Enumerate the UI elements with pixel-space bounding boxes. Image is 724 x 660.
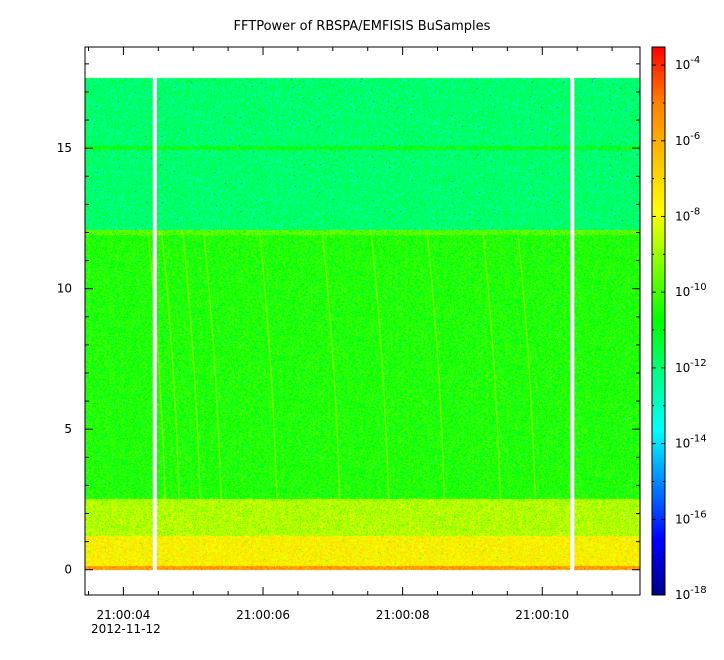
colorbar-tick-label: 10-14	[675, 434, 707, 451]
whistler-streak	[181, 232, 201, 500]
x-tick-label: 21:00:06	[236, 608, 290, 622]
y-tick-label: 10	[57, 282, 72, 296]
colorbar-gradient	[651, 46, 666, 596]
x-axis: 21:00:04 21:00:06 21:00:08 21:00:10	[87, 47, 613, 622]
spectrogram-image	[85, 47, 640, 595]
spectrogram-heatmap	[85, 47, 640, 595]
data-gap	[152, 77, 157, 571]
colorbar-tick-label: 10-6	[675, 131, 700, 148]
chart-title: FFTPower of RBSPA/EMFISIS BuSamples	[234, 19, 491, 34]
colorbar-tick-label: 10-8	[675, 206, 700, 223]
y-tick-label: 5	[64, 422, 72, 436]
colorbar-ticks: 10-4 10-6 10-8 10-10 10-12 10-14 10-16 10-18	[652, 55, 707, 602]
whistler-streak	[202, 232, 222, 500]
y-axis: 0 5 10 15	[57, 63, 640, 577]
data-gap	[570, 77, 575, 571]
colorbar-tick-label: 10-12	[675, 358, 707, 375]
y-tick-label: 0	[64, 563, 72, 577]
whistler-streak	[426, 232, 446, 500]
plot-frame	[84, 46, 641, 596]
x-tick-label: 21:00:04	[96, 608, 150, 622]
whistler-streak	[321, 232, 341, 500]
whistler-streak	[258, 232, 278, 500]
whistler-streak	[517, 232, 537, 500]
colorbar-tick-label: 10-16	[675, 509, 707, 526]
whistler-streak	[147, 232, 167, 500]
colorbar: 10-4 10-6 10-8 10-10 10-12 10-14 10-16 10-18	[651, 46, 707, 602]
whistler-streak	[482, 232, 502, 500]
date-label: 2012-11-12	[91, 622, 161, 636]
y-tick-label: 15	[57, 141, 72, 155]
x-tick-label: 21:00:08	[376, 608, 430, 622]
colorbar-tick-label: 10-4	[675, 55, 700, 72]
x-tick-label: 21:00:10	[515, 608, 569, 622]
whistler-streak	[161, 232, 180, 500]
colorbar-tick-label: 10-18	[675, 585, 707, 602]
whistler-streak	[370, 232, 390, 500]
colorbar-tick-label: 10-10	[675, 282, 707, 299]
data-gaps	[147, 77, 575, 571]
